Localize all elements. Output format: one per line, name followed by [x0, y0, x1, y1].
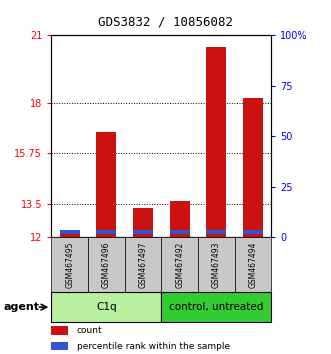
Text: GSM467497: GSM467497 — [138, 241, 148, 288]
Bar — [133, 208, 153, 230]
Bar — [60, 234, 80, 237]
Bar — [96, 230, 117, 234]
Text: GSM467493: GSM467493 — [212, 241, 221, 288]
Text: C1q: C1q — [96, 302, 117, 312]
FancyBboxPatch shape — [198, 237, 235, 292]
Bar — [96, 132, 117, 230]
Text: agent: agent — [3, 302, 39, 312]
Bar — [51, 342, 68, 350]
Text: GDS3832 / 10856082: GDS3832 / 10856082 — [98, 16, 233, 29]
Text: count: count — [76, 326, 102, 335]
Bar — [169, 230, 190, 234]
Bar — [169, 234, 190, 237]
Bar — [243, 230, 263, 234]
Bar — [169, 201, 190, 230]
Text: percentile rank within the sample: percentile rank within the sample — [76, 342, 230, 351]
FancyBboxPatch shape — [161, 237, 198, 292]
Bar — [206, 230, 226, 234]
FancyBboxPatch shape — [161, 292, 271, 322]
Text: GSM467496: GSM467496 — [102, 241, 111, 288]
FancyBboxPatch shape — [51, 237, 88, 292]
Bar — [243, 234, 263, 237]
Bar — [51, 326, 68, 335]
Text: GSM467494: GSM467494 — [249, 241, 258, 288]
Bar — [206, 234, 226, 237]
Bar — [133, 230, 153, 234]
Bar — [133, 234, 153, 237]
Bar — [96, 234, 117, 237]
Bar — [243, 98, 263, 230]
FancyBboxPatch shape — [88, 237, 125, 292]
FancyBboxPatch shape — [51, 292, 161, 322]
Text: control, untreated: control, untreated — [169, 302, 263, 312]
Text: GSM467495: GSM467495 — [65, 241, 74, 288]
Bar — [206, 47, 226, 230]
Text: GSM467492: GSM467492 — [175, 241, 184, 288]
FancyBboxPatch shape — [125, 237, 161, 292]
FancyBboxPatch shape — [235, 237, 271, 292]
Bar — [60, 230, 80, 234]
